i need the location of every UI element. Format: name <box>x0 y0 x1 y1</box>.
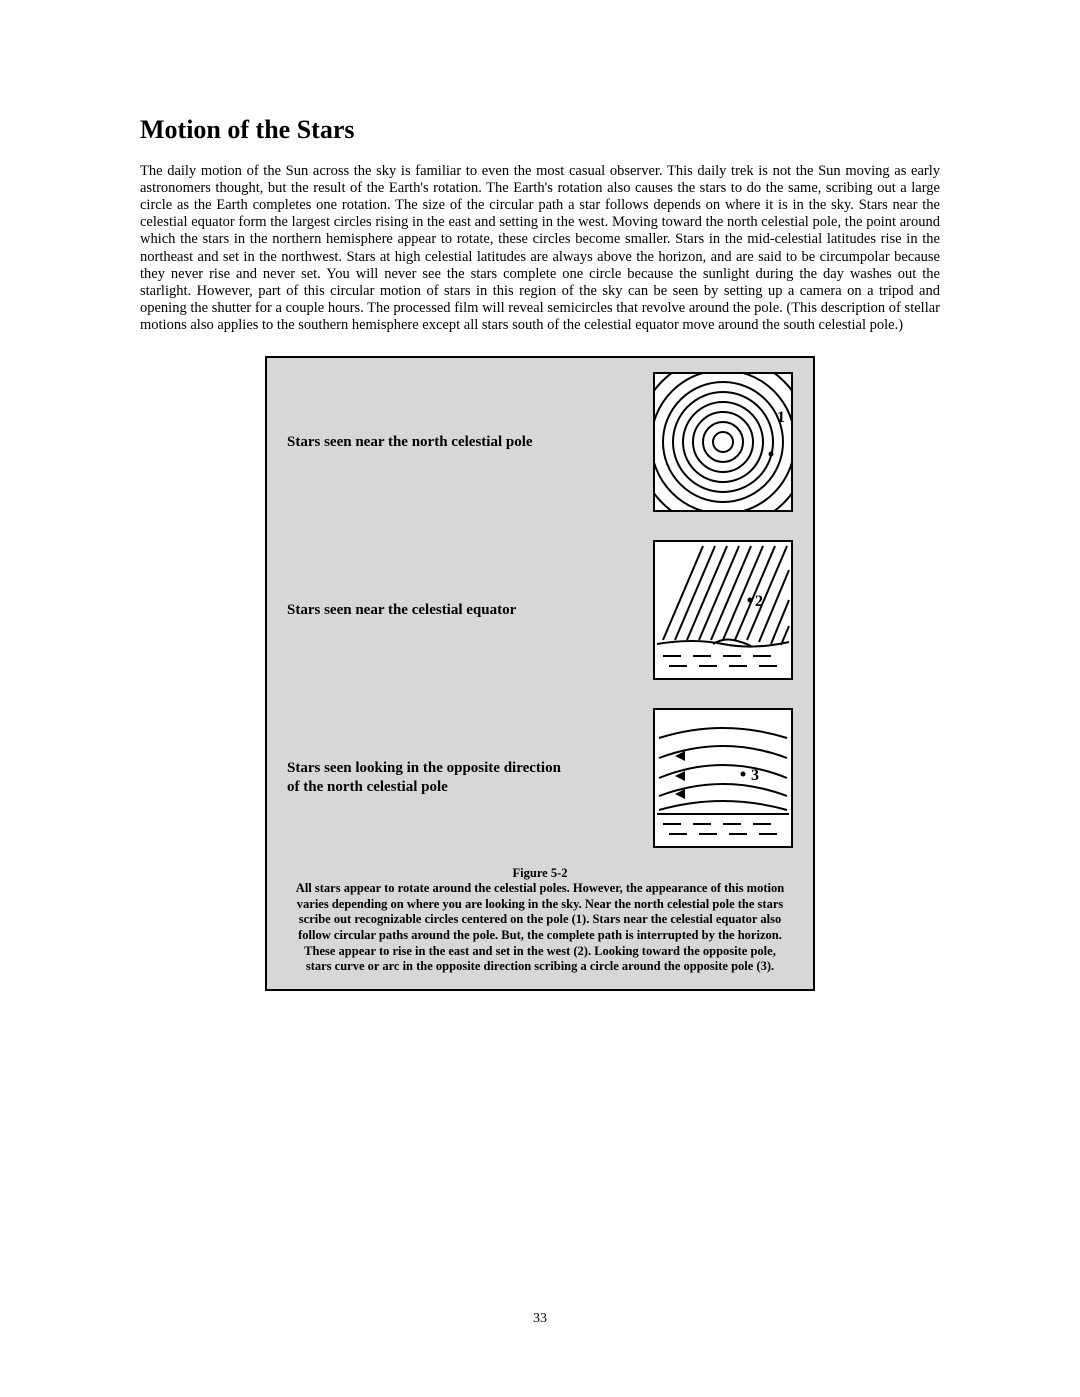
diagram-number: 1 <box>777 409 785 426</box>
diagram-number: 3 <box>751 767 759 784</box>
figure-row: Stars seen looking in the opposite direc… <box>287 708 793 848</box>
figure-caption: All stars appear to rotate around the ce… <box>287 881 793 975</box>
figure-row-label: Stars seen looking in the opposite direc… <box>287 759 567 797</box>
figure-caption-title: Figure 5-2 <box>287 866 793 881</box>
page-number: 33 <box>0 1311 1080 1327</box>
figure-row-label: Stars seen near the north celestial pole <box>287 433 533 452</box>
figure-row: Stars seen near the celestial equator <box>287 540 793 680</box>
body-paragraph: The daily motion of the Sun across the s… <box>140 163 940 334</box>
figure-thumb-opposite: 3 <box>653 708 793 848</box>
document-page: Motion of the Stars The daily motion of … <box>0 0 1080 1397</box>
figure-row-label: Stars seen near the celestial equator <box>287 601 516 620</box>
page-title: Motion of the Stars <box>140 115 940 145</box>
figure-box: Stars seen near the north celestial pole <box>265 356 815 991</box>
figure-rows: Stars seen near the north celestial pole <box>287 372 793 848</box>
figure-row: Stars seen near the north celestial pole <box>287 372 793 512</box>
figure-thumb-equator: 2 <box>653 540 793 680</box>
figure-thumb-pole: 1 <box>653 372 793 512</box>
diagram-number: 2 <box>755 593 763 610</box>
